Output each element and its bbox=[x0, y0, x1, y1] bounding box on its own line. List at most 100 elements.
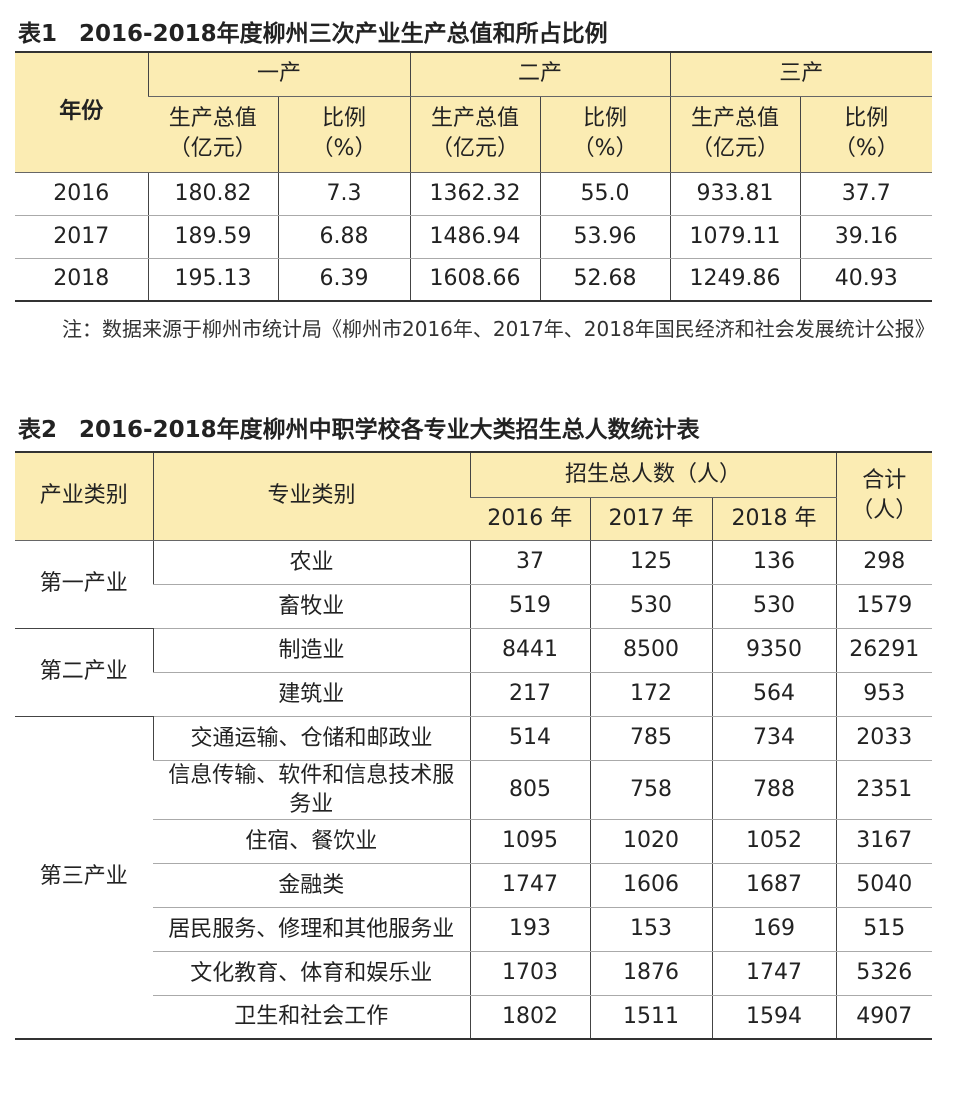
group-cell: 第二产业 bbox=[15, 628, 153, 717]
note: 注：数据来源于柳州市统计局《柳州市2016年、2017年、2018年国民经济和社… bbox=[62, 317, 935, 341]
cell: 1079.11 bbox=[669, 215, 801, 259]
cell: 298 bbox=[835, 540, 932, 585]
cell: 2018 bbox=[15, 258, 148, 302]
cell: 住宿、餐饮业 bbox=[153, 819, 470, 864]
header-cell: 生产总值 （亿元） bbox=[148, 96, 278, 173]
row: 2017 189.59 6.88 1486.94 53.96 1079.11 39.16 bbox=[15, 215, 933, 259]
cell: 953 bbox=[835, 672, 932, 717]
cell: 5326 bbox=[835, 951, 932, 996]
header-line: 生产总值 bbox=[691, 106, 780, 131]
header-line: （亿元） bbox=[168, 136, 257, 161]
cell: 37 bbox=[469, 540, 590, 585]
header-line: （%） bbox=[833, 136, 899, 161]
row: 第一产业 农业 37 125 136 298 bbox=[15, 540, 932, 629]
cell: 4907 bbox=[835, 995, 932, 1040]
cell: 居民服务、修理和其他服务业 bbox=[153, 907, 470, 952]
header-line: 生产总值 bbox=[431, 106, 520, 131]
cell: 文化教育、体育和娱乐业 bbox=[153, 951, 470, 996]
table2-title: 表2 2016-2018年度柳州中职学校各专业大类招生总人数统计表 bbox=[18, 410, 700, 444]
cell: 217 bbox=[469, 672, 590, 717]
header-line: 生产总值 bbox=[168, 106, 257, 131]
table-label: 表2 bbox=[18, 417, 58, 443]
header-line: （%） bbox=[311, 136, 377, 161]
header-cell: 比例 （%） bbox=[799, 96, 933, 173]
table1-title: 表1 2016-2018年度柳州三次产业生产总值和所占比例 bbox=[18, 14, 608, 48]
header-cell: 2018 年 bbox=[711, 497, 836, 541]
header-cell: 产业类别 bbox=[15, 452, 153, 541]
cell: 1511 bbox=[589, 995, 712, 1040]
cell: 1608.66 bbox=[409, 258, 541, 302]
row: 卫生和社会工作 1802 1511 1594 4907 bbox=[15, 995, 932, 1040]
cell: 1020 bbox=[589, 819, 712, 864]
header-line: （亿元） bbox=[431, 136, 520, 161]
cell: 1703 bbox=[469, 951, 590, 996]
cell: 169 bbox=[711, 907, 836, 952]
header-line: （亿元） bbox=[691, 136, 780, 161]
cell: 7.3 bbox=[277, 172, 411, 216]
cell: 9350 bbox=[711, 628, 836, 673]
cell: 1876 bbox=[589, 951, 712, 996]
cell: 734 bbox=[711, 716, 836, 761]
header-row: 2016 年 2017 年 2018 年 bbox=[15, 497, 932, 541]
cell: 172 bbox=[589, 672, 712, 717]
cell: 515 bbox=[835, 907, 932, 952]
cell: 信息传输、软件和信息技术服务业 bbox=[153, 760, 470, 820]
cell: 933.81 bbox=[669, 172, 801, 216]
row: 金融类 1747 1606 1687 5040 bbox=[15, 863, 932, 908]
table-label: 表1 bbox=[18, 21, 58, 47]
header-line: 比例 bbox=[322, 106, 367, 131]
row: 畜牧业 519 530 530 1579 bbox=[15, 584, 932, 629]
cell: 519 bbox=[469, 584, 590, 629]
body: 第一产业 农业 37 125 136 298 畜牧业 519 530 530 1579 第二产业 制造业… bbox=[15, 540, 932, 1040]
cell: 180.82 bbox=[147, 172, 278, 216]
row: 居民服务、修理和其他服务业 193 153 169 515 bbox=[15, 907, 932, 952]
cell: 1486.94 bbox=[409, 215, 541, 259]
group-cell: 第一产业 bbox=[15, 540, 153, 629]
cell: 2017 bbox=[15, 215, 148, 259]
table1: 年份 一产 二产 三产 生产总值 （亿元） 比例 （%） 生产总值 （亿元） 比例 （%） 生产总值 （亿… bbox=[15, 51, 933, 302]
cell: 1052 bbox=[711, 819, 836, 864]
header-cell: 合计 （人） bbox=[835, 452, 932, 541]
header-line: 合计 bbox=[862, 468, 907, 494]
cell: 1362.32 bbox=[409, 172, 541, 216]
cell: 1802 bbox=[469, 995, 590, 1040]
cell: 136 bbox=[711, 540, 836, 585]
cell: 2016 bbox=[15, 172, 148, 216]
cell: 564 bbox=[711, 672, 836, 717]
row: 住宿、餐饮业 1095 1020 1052 3167 bbox=[15, 819, 932, 864]
cell: 195.13 bbox=[147, 258, 278, 302]
cell: 8441 bbox=[469, 628, 590, 673]
row: 建筑业 217 172 564 953 bbox=[15, 672, 932, 717]
cell: 1095 bbox=[469, 819, 590, 864]
header-cell: 年份 bbox=[15, 52, 148, 173]
cell: 1606 bbox=[589, 863, 712, 908]
header-cell: 比例 （%） bbox=[277, 96, 411, 173]
cell: 189.59 bbox=[147, 215, 278, 259]
row: 2018 195.13 6.39 1608.66 52.68 1249.86 40.93 bbox=[15, 258, 933, 302]
cell: 758 bbox=[589, 760, 712, 820]
header-cell: 专业类别 bbox=[152, 452, 470, 541]
header-cell: 2017 年 bbox=[589, 497, 712, 541]
header-cell: 招生总人数（人） bbox=[469, 452, 836, 498]
row: 第二产业 制造业 8441 8500 9350 26291 bbox=[15, 628, 932, 717]
cell: 785 bbox=[589, 716, 712, 761]
header-cell: 二产 bbox=[409, 52, 671, 97]
cell: 193 bbox=[469, 907, 590, 952]
cell: 3167 bbox=[835, 819, 932, 864]
group-cell: 第三产业 bbox=[15, 716, 153, 1040]
row: 文化教育、体育和娱乐业 1703 1876 1747 5326 bbox=[15, 951, 932, 996]
header-line: （%） bbox=[572, 136, 638, 161]
cell: 6.88 bbox=[277, 215, 411, 259]
cell: 农业 bbox=[152, 540, 470, 585]
header-line: 比例 bbox=[844, 106, 889, 131]
cell: 788 bbox=[711, 760, 836, 820]
cell: 40.93 bbox=[799, 258, 933, 302]
cell: 制造业 bbox=[152, 628, 470, 673]
cell: 2351 bbox=[835, 760, 932, 820]
title-text: 2016-2018年度柳州三次产业生产总值和所占比例 bbox=[79, 21, 608, 47]
cell: 建筑业 bbox=[153, 672, 470, 717]
cell: 153 bbox=[589, 907, 712, 952]
header-row: 生产总值 （亿元） 比例 （%） 生产总值 （亿元） 比例 （%） 生产总值 （亿元） 比例 （%） bbox=[15, 96, 933, 173]
cell: 37.7 bbox=[799, 172, 933, 216]
